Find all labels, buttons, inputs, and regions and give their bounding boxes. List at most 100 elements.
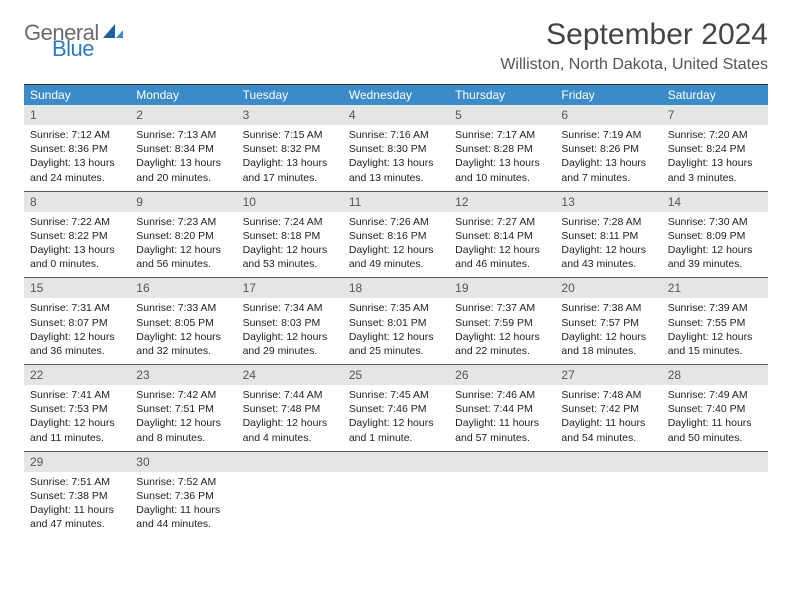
calendar-cell bbox=[343, 452, 449, 538]
calendar-cell: 27Sunrise: 7:48 AMSunset: 7:42 PMDayligh… bbox=[555, 365, 661, 451]
sunrise-line: Sunrise: 7:35 AM bbox=[349, 301, 443, 315]
sunrise-line: Sunrise: 7:22 AM bbox=[30, 215, 124, 229]
day-details: Sunrise: 7:44 AMSunset: 7:48 PMDaylight:… bbox=[237, 385, 343, 451]
day-details: Sunrise: 7:38 AMSunset: 7:57 PMDaylight:… bbox=[555, 298, 661, 364]
day-number: 21 bbox=[662, 278, 768, 298]
sunset-line: Sunset: 8:28 PM bbox=[455, 142, 549, 156]
day-number-empty bbox=[555, 452, 661, 472]
calendar-cell bbox=[237, 452, 343, 538]
sunrise-line: Sunrise: 7:33 AM bbox=[136, 301, 230, 315]
day-of-week-header: Sunday bbox=[24, 85, 130, 105]
sunset-line: Sunset: 7:55 PM bbox=[668, 316, 762, 330]
day-details: Sunrise: 7:22 AMSunset: 8:22 PMDaylight:… bbox=[24, 212, 130, 278]
day-details: Sunrise: 7:37 AMSunset: 7:59 PMDaylight:… bbox=[449, 298, 555, 364]
day-of-week-header: Monday bbox=[130, 85, 236, 105]
daylight-line: Daylight: 12 hours and 39 minutes. bbox=[668, 243, 762, 271]
day-details: Sunrise: 7:19 AMSunset: 8:26 PMDaylight:… bbox=[555, 125, 661, 191]
day-number: 15 bbox=[24, 278, 130, 298]
calendar-cell: 13Sunrise: 7:28 AMSunset: 8:11 PMDayligh… bbox=[555, 192, 661, 278]
day-number: 28 bbox=[662, 365, 768, 385]
sunrise-line: Sunrise: 7:38 AM bbox=[561, 301, 655, 315]
calendar-cell: 11Sunrise: 7:26 AMSunset: 8:16 PMDayligh… bbox=[343, 192, 449, 278]
day-number: 24 bbox=[237, 365, 343, 385]
day-details: Sunrise: 7:30 AMSunset: 8:09 PMDaylight:… bbox=[662, 212, 768, 278]
calendar-cell: 14Sunrise: 7:30 AMSunset: 8:09 PMDayligh… bbox=[662, 192, 768, 278]
calendar-cell bbox=[662, 452, 768, 538]
day-details: Sunrise: 7:48 AMSunset: 7:42 PMDaylight:… bbox=[555, 385, 661, 451]
sunrise-line: Sunrise: 7:51 AM bbox=[30, 475, 124, 489]
daylight-line: Daylight: 11 hours and 54 minutes. bbox=[561, 416, 655, 444]
page-title: September 2024 bbox=[500, 18, 768, 52]
sunset-line: Sunset: 8:01 PM bbox=[349, 316, 443, 330]
calendar-cell: 29Sunrise: 7:51 AMSunset: 7:38 PMDayligh… bbox=[24, 452, 130, 538]
sunset-line: Sunset: 7:46 PM bbox=[349, 402, 443, 416]
day-number: 14 bbox=[662, 192, 768, 212]
daylight-line: Daylight: 12 hours and 22 minutes. bbox=[455, 330, 549, 358]
daylight-line: Daylight: 12 hours and 4 minutes. bbox=[243, 416, 337, 444]
daylight-line: Daylight: 13 hours and 20 minutes. bbox=[136, 156, 230, 184]
week-row: 22Sunrise: 7:41 AMSunset: 7:53 PMDayligh… bbox=[24, 365, 768, 452]
daylight-line: Daylight: 12 hours and 36 minutes. bbox=[30, 330, 124, 358]
sunrise-line: Sunrise: 7:52 AM bbox=[136, 475, 230, 489]
day-details: Sunrise: 7:34 AMSunset: 8:03 PMDaylight:… bbox=[237, 298, 343, 364]
day-of-week-header: Thursday bbox=[449, 85, 555, 105]
calendar-cell: 15Sunrise: 7:31 AMSunset: 8:07 PMDayligh… bbox=[24, 278, 130, 364]
day-details: Sunrise: 7:23 AMSunset: 8:20 PMDaylight:… bbox=[130, 212, 236, 278]
sunset-line: Sunset: 7:44 PM bbox=[455, 402, 549, 416]
day-details: Sunrise: 7:39 AMSunset: 7:55 PMDaylight:… bbox=[662, 298, 768, 364]
day-details: Sunrise: 7:26 AMSunset: 8:16 PMDaylight:… bbox=[343, 212, 449, 278]
sunset-line: Sunset: 7:48 PM bbox=[243, 402, 337, 416]
sunrise-line: Sunrise: 7:28 AM bbox=[561, 215, 655, 229]
daylight-line: Daylight: 12 hours and 11 minutes. bbox=[30, 416, 124, 444]
day-details: Sunrise: 7:28 AMSunset: 8:11 PMDaylight:… bbox=[555, 212, 661, 278]
daylight-line: Daylight: 12 hours and 46 minutes. bbox=[455, 243, 549, 271]
day-details: Sunrise: 7:16 AMSunset: 8:30 PMDaylight:… bbox=[343, 125, 449, 191]
daylight-line: Daylight: 13 hours and 13 minutes. bbox=[349, 156, 443, 184]
sunset-line: Sunset: 8:22 PM bbox=[30, 229, 124, 243]
calendar-cell bbox=[449, 452, 555, 538]
sunset-line: Sunset: 8:03 PM bbox=[243, 316, 337, 330]
day-number: 19 bbox=[449, 278, 555, 298]
calendar-cell: 19Sunrise: 7:37 AMSunset: 7:59 PMDayligh… bbox=[449, 278, 555, 364]
sunset-line: Sunset: 7:42 PM bbox=[561, 402, 655, 416]
calendar: SundayMondayTuesdayWednesdayThursdayFrid… bbox=[24, 84, 768, 537]
header: General Blue September 2024 Williston, N… bbox=[24, 18, 768, 74]
day-of-week-header: Tuesday bbox=[237, 85, 343, 105]
day-details: Sunrise: 7:33 AMSunset: 8:05 PMDaylight:… bbox=[130, 298, 236, 364]
day-details: Sunrise: 7:49 AMSunset: 7:40 PMDaylight:… bbox=[662, 385, 768, 451]
sunset-line: Sunset: 7:40 PM bbox=[668, 402, 762, 416]
sunrise-line: Sunrise: 7:34 AM bbox=[243, 301, 337, 315]
sunrise-line: Sunrise: 7:30 AM bbox=[668, 215, 762, 229]
sunrise-line: Sunrise: 7:24 AM bbox=[243, 215, 337, 229]
sunset-line: Sunset: 8:36 PM bbox=[30, 142, 124, 156]
calendar-cell: 12Sunrise: 7:27 AMSunset: 8:14 PMDayligh… bbox=[449, 192, 555, 278]
day-number: 11 bbox=[343, 192, 449, 212]
day-number: 5 bbox=[449, 105, 555, 125]
calendar-cell: 21Sunrise: 7:39 AMSunset: 7:55 PMDayligh… bbox=[662, 278, 768, 364]
sunset-line: Sunset: 8:34 PM bbox=[136, 142, 230, 156]
week-row: 29Sunrise: 7:51 AMSunset: 7:38 PMDayligh… bbox=[24, 452, 768, 538]
daylight-line: Daylight: 12 hours and 56 minutes. bbox=[136, 243, 230, 271]
logo-text-blue: Blue bbox=[52, 38, 125, 60]
daylight-line: Daylight: 11 hours and 57 minutes. bbox=[455, 416, 549, 444]
day-number: 10 bbox=[237, 192, 343, 212]
sunset-line: Sunset: 8:20 PM bbox=[136, 229, 230, 243]
sunrise-line: Sunrise: 7:37 AM bbox=[455, 301, 549, 315]
calendar-cell: 1Sunrise: 7:12 AMSunset: 8:36 PMDaylight… bbox=[24, 105, 130, 191]
calendar-cell: 26Sunrise: 7:46 AMSunset: 7:44 PMDayligh… bbox=[449, 365, 555, 451]
sunrise-line: Sunrise: 7:26 AM bbox=[349, 215, 443, 229]
sunset-line: Sunset: 7:36 PM bbox=[136, 489, 230, 503]
sunset-line: Sunset: 8:18 PM bbox=[243, 229, 337, 243]
calendar-cell: 25Sunrise: 7:45 AMSunset: 7:46 PMDayligh… bbox=[343, 365, 449, 451]
day-number: 16 bbox=[130, 278, 236, 298]
calendar-cell: 8Sunrise: 7:22 AMSunset: 8:22 PMDaylight… bbox=[24, 192, 130, 278]
logo: General Blue bbox=[24, 18, 125, 60]
title-block: September 2024 Williston, North Dakota, … bbox=[500, 18, 768, 74]
day-number: 23 bbox=[130, 365, 236, 385]
week-row: 8Sunrise: 7:22 AMSunset: 8:22 PMDaylight… bbox=[24, 192, 768, 279]
day-details: Sunrise: 7:12 AMSunset: 8:36 PMDaylight:… bbox=[24, 125, 130, 191]
daylight-line: Daylight: 11 hours and 50 minutes. bbox=[668, 416, 762, 444]
day-number: 20 bbox=[555, 278, 661, 298]
calendar-cell: 16Sunrise: 7:33 AMSunset: 8:05 PMDayligh… bbox=[130, 278, 236, 364]
sunset-line: Sunset: 8:05 PM bbox=[136, 316, 230, 330]
